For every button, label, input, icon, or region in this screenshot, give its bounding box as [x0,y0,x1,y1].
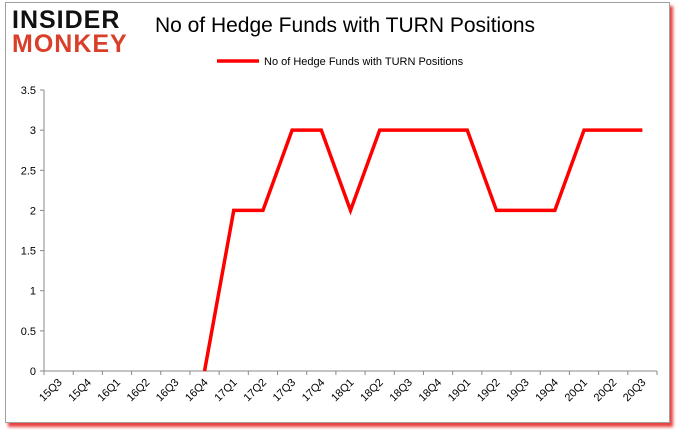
x-tick-label: 20Q2 [592,377,620,405]
chart-title: No of Hedge Funds with TURN Positions [154,14,536,37]
x-tick-label: 19Q4 [533,377,561,405]
x-tick-label: 20Q1 [563,377,591,405]
x-tick-label: 20Q3 [621,377,649,405]
y-tick-label: 3 [30,125,36,137]
y-tick-label: 3.5 [21,85,36,97]
x-tick-label: 15Q4 [66,377,94,405]
x-tick-label: 16Q4 [183,377,211,405]
x-tick-label: 19Q3 [504,377,532,405]
x-tick-label: 18Q2 [358,377,386,405]
x-tick-label: 18Q1 [329,377,357,405]
x-tick-label: 16Q2 [125,377,153,405]
x-tick-label: 15Q3 [37,377,65,405]
y-tick-label: 0.5 [21,326,36,338]
chart-frame [5,2,670,423]
insider-monkey-logo: INSIDER MONKEY [12,6,128,58]
x-tick-label: 18Q3 [387,377,415,405]
x-tick-label: 17Q3 [271,377,299,405]
y-tick-label: 2.5 [21,165,36,177]
x-tick-label: 17Q2 [242,377,270,405]
x-tick-label: 19Q1 [446,377,474,405]
x-tick-label: 19Q2 [475,377,503,405]
logo-line2: MONKEY [12,30,128,58]
x-tick-label: 17Q1 [212,377,240,405]
logo-line1: INSIDER [12,6,121,34]
x-tick-label: 18Q4 [417,377,445,405]
y-tick-label: 2 [30,205,36,217]
legend-label: No of Hedge Funds with TURN Positions [264,56,464,68]
x-tick-label: 16Q1 [96,377,124,405]
series-line [202,128,643,372]
x-tick-label: 17Q4 [300,377,328,405]
y-tick-label: 1 [30,286,36,298]
y-tick-label: 1.5 [21,246,36,258]
y-tick-label: 0 [30,366,36,378]
x-tick-label: 16Q3 [154,377,182,405]
